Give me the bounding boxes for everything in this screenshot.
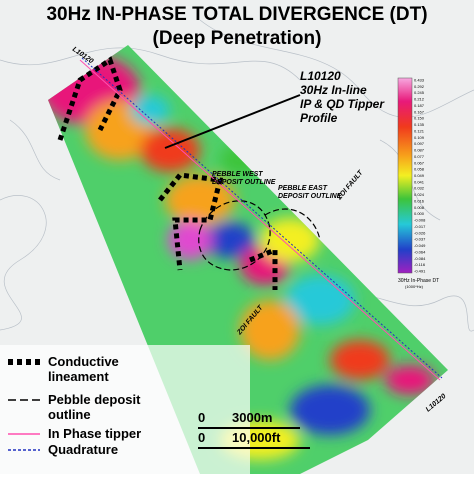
colorbar-label: 0.032	[414, 186, 425, 191]
colorbar-label: 0.135	[414, 122, 425, 127]
deposit-label: DEPOSIT OUTLINE	[212, 179, 276, 186]
colorbar-label: -0.084	[414, 256, 426, 261]
colorbar-label: 0.058	[414, 167, 425, 172]
colorbar-label: 0.109	[414, 135, 425, 140]
colorbar-label: 0.049	[414, 173, 425, 178]
colorbar-label: 0.087	[414, 148, 425, 153]
colorbar-label: -0.008	[414, 218, 426, 223]
legend-label: Quadrature	[48, 442, 118, 457]
colorbar-label: 0.292	[414, 84, 425, 89]
deposit-label: PEBBLE EAST	[278, 185, 328, 192]
colorbar-label: -0.064	[414, 249, 426, 254]
colorbar-title: 30Hz In-Phase DT	[398, 278, 439, 284]
colorbar-label: -0.116	[414, 262, 426, 267]
colorbar-unit: (1000*Hz)	[405, 284, 424, 289]
legend-label: In Phase tipper	[48, 426, 141, 441]
colorbar-label: 0.212	[414, 97, 425, 102]
title: 30Hz IN-PHASE TOTAL DIVERGENCE (DT)	[46, 4, 427, 25]
colorbar-label: 0.097	[414, 141, 425, 146]
deposit-label: PEBBLE WEST	[212, 171, 263, 178]
overlays	[57, 56, 443, 381]
colorbar-label: 0.187	[414, 103, 425, 108]
colorbar-label: 0.167	[414, 109, 425, 114]
colorbar-label: 0.016	[414, 198, 425, 203]
colorbar-label: -0.049	[414, 243, 426, 248]
callout: L10120	[300, 69, 341, 83]
colorbar-label: 0.067	[414, 160, 425, 165]
deposit-label: DEPOSIT OUTLINE	[278, 193, 342, 200]
colorbar-label: 0.008	[414, 205, 425, 210]
subtitle: (Deep Penetration)	[153, 28, 322, 49]
legend-label: Pebble deposit	[48, 392, 141, 407]
legend-label: lineament	[48, 369, 109, 384]
callout: 30Hz In-line	[300, 83, 367, 97]
colorbar-label: 0.121	[414, 128, 425, 133]
colorbar-label: -0.017	[414, 224, 426, 229]
callout: Profile	[300, 111, 338, 125]
legend-label: outline	[48, 407, 91, 422]
scale-label: 0	[198, 410, 205, 425]
colorbar-label: -0.026	[414, 230, 426, 235]
colorbar-label: 0.245	[414, 90, 425, 95]
colorbar-label: 0.077	[414, 154, 425, 159]
scale-label: 10,000ft	[232, 430, 281, 445]
colorbar-label: -0.491	[414, 269, 426, 274]
colorbar-label: -0.037	[414, 237, 426, 242]
colorbar-label: 0.000	[414, 211, 425, 216]
colorbar-label: 0.024	[414, 192, 425, 197]
colorbar-label: 0.041	[414, 179, 425, 184]
colorbar	[397, 77, 413, 274]
legend-label: Conductive	[48, 354, 119, 369]
scale-label: 3000m	[232, 410, 272, 425]
colorbar-label: 0.433	[414, 78, 425, 83]
colorbar-label: 0.150	[414, 116, 425, 121]
scale-label: 0	[198, 430, 205, 445]
legend-box	[0, 345, 250, 474]
callout: IP & QD Tipper	[300, 97, 385, 111]
